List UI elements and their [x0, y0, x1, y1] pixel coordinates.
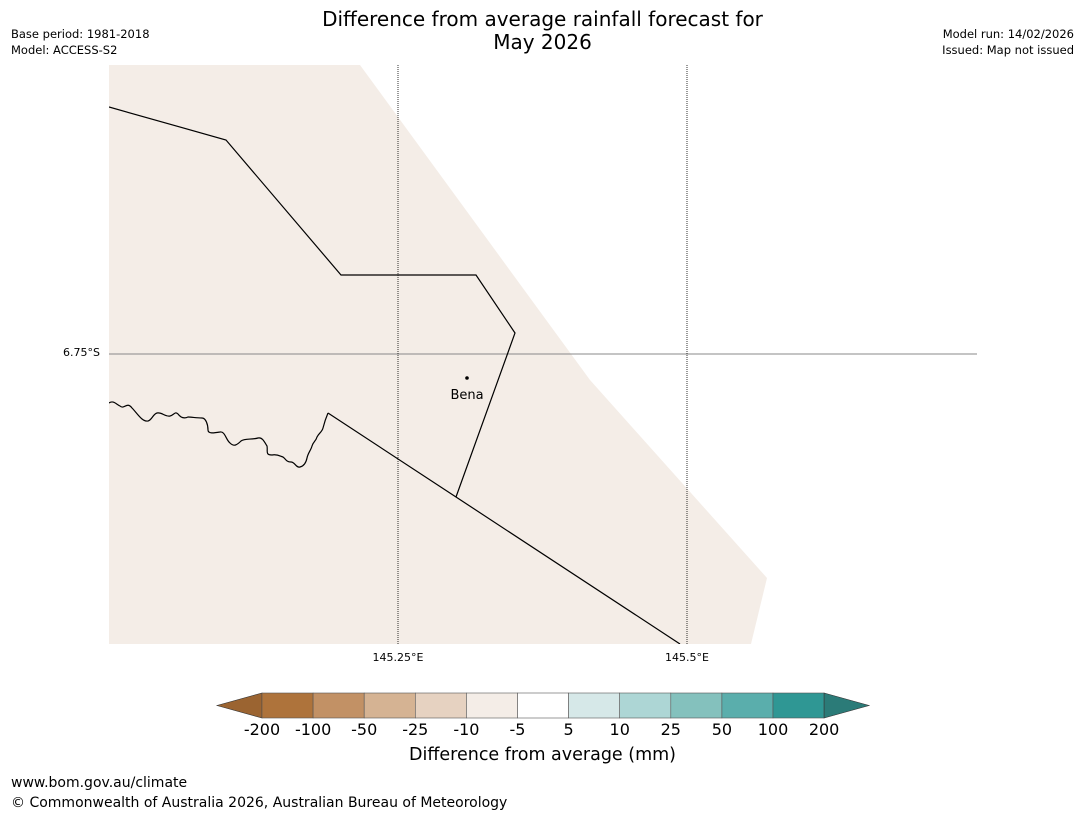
colorbar-tick-label: 100: [757, 720, 789, 739]
colorbar-tick-label: -25: [402, 720, 429, 739]
colorbar-bin: [414, 692, 467, 719]
issued-status: Issued: Map not issued: [942, 43, 1074, 57]
colorbar-bin: [568, 692, 620, 719]
colorbar-tick-label: 10: [609, 720, 630, 739]
colorbar-bin: [466, 692, 518, 719]
model-run: Model run: 14/02/2026: [942, 27, 1074, 41]
colorbar-tick-label: -100: [294, 720, 332, 739]
colorbar-bin: [363, 692, 416, 719]
map-title: Difference from average rainfall forecas…: [0, 8, 1085, 54]
colorbar-tick-label: 200: [808, 720, 840, 739]
colorbar-bin: [670, 692, 723, 719]
place-label-bena: Bena: [450, 388, 484, 403]
colorbar-bin: [721, 692, 774, 719]
title-line-1: Difference from average rainfall forecas…: [322, 7, 763, 31]
boundary-wiggly: [109, 401, 329, 468]
colorbar-title: Difference from average (mm): [408, 745, 677, 765]
colorbar-tick-label: -5: [509, 720, 526, 739]
colorbar-bin: [619, 692, 672, 719]
boundary-north: [109, 106, 516, 498]
meta-left: Base period: 1981-2018 Model: ACCESS-S2: [11, 26, 150, 58]
colorbar-bin: [261, 692, 314, 719]
colorbar-bin: [517, 692, 569, 719]
lat-label-6.75s: 6.75°S: [63, 346, 100, 359]
model-name: Model: ACCESS-S2: [11, 43, 118, 57]
footer-copyright: © Commonwealth of Australia 2026, Austra…: [11, 795, 508, 811]
meta-right: Model run: 14/02/2026 Issued: Map not is…: [942, 26, 1074, 58]
lon-label-145.25e: 145.25°E: [372, 651, 424, 664]
colorbar-tick-label: -50: [351, 720, 378, 739]
bena-marker: [465, 376, 469, 380]
colorbar-under-arrow: [215, 692, 263, 719]
base-period: Base period: 1981-2018: [11, 27, 150, 41]
colorbar-tick-label: 25: [660, 720, 681, 739]
colorbar-bin: [312, 692, 365, 719]
colorbar-bin: [772, 692, 825, 719]
colorbar-tick-label: -200: [243, 720, 281, 739]
colorbar-tick-label: 5: [563, 720, 574, 739]
lon-label-145.5e: 145.5°E: [665, 651, 709, 664]
boundary-south: [327, 412, 681, 644]
footer-url: www.bom.gov.au/climate: [11, 775, 188, 791]
colorbar-over-arrow: [823, 692, 871, 719]
title-line-2: May 2026: [493, 30, 592, 54]
colorbar-tick-label: 50: [711, 720, 733, 739]
colorbar-tick-label: -10: [453, 720, 480, 739]
